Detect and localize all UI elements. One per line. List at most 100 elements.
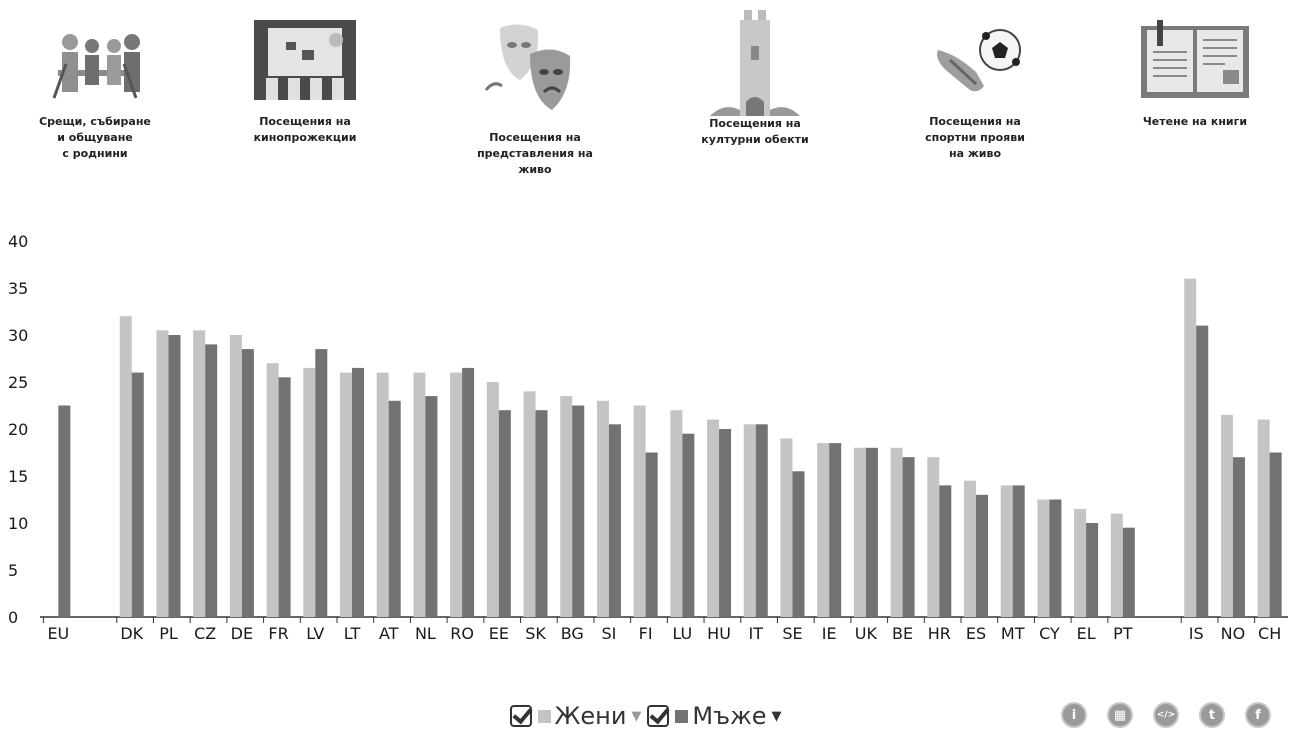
checkbox-women[interactable] [510,705,532,727]
y-tick-label: 5 [8,561,18,580]
y-tick-label: 35 [8,279,28,298]
y-tick-label: 20 [8,420,28,439]
x-tick-label: CZ [194,624,216,643]
bar-women [450,373,462,617]
family-gathering-icon [40,20,150,100]
bar-men [315,349,327,617]
bar-women [854,448,866,617]
bar-women [1037,500,1049,618]
bar-men [866,448,878,617]
bar-women [487,382,499,617]
bar-men [352,368,364,617]
info-icon[interactable]: i [1061,702,1087,728]
bar-women [267,363,279,617]
share-toolbar: i ▦ </> t f [1061,702,1271,728]
y-tick-label: 10 [8,514,28,533]
category-label: Четене на книги [1100,114,1290,130]
women-label: Жени [555,702,627,730]
sort-down-icon[interactable]: ▼ [771,709,781,724]
bar-women [1184,279,1196,617]
category-theatre[interactable]: Посещения на представления на живо [440,20,630,178]
code-icon[interactable]: </> [1153,702,1179,728]
bar-men [499,410,511,617]
bar-men [462,368,474,617]
bar-women [1074,509,1086,617]
bar-women [303,368,315,617]
bar-women [927,457,939,617]
legend-item-men[interactable]: Мъже ▼ [647,702,781,730]
sort-down-icon[interactable]: ▼ [631,709,641,724]
x-tick-label: NO [1221,624,1246,643]
x-tick-label: SK [525,624,546,643]
category-label: Посещения на кинопрожекции [210,114,400,146]
x-tick-label: RO [450,624,474,643]
bar-women [524,391,536,617]
bar-men [609,424,621,617]
bar-women [1258,420,1270,617]
category-family[interactable]: Срещи, събиране и общуване с роднини [0,20,190,162]
bar-men [1013,485,1025,617]
bar-men [1086,523,1098,617]
x-tick-label: ES [966,624,986,643]
x-tick-label: BE [892,624,913,643]
bar-men [1049,500,1061,618]
bar-men [1233,457,1245,617]
category-label: Посещения на представления на живо [440,130,630,178]
twitter-icon[interactable]: t [1199,702,1225,728]
y-tick-label: 25 [8,373,28,392]
women-swatch [538,710,551,723]
x-tick-label: SE [782,624,802,643]
bar-women [120,316,132,617]
x-tick-label: FR [268,624,288,643]
bar-women [670,410,682,617]
bar-men [389,401,401,617]
bar-men [646,453,658,618]
bar-men [168,335,180,617]
bar-men [572,406,584,618]
bar-women [156,330,168,617]
y-tick-label: 30 [8,326,28,345]
bar-women [230,335,242,617]
bar-chart: 0 5 10 15 20 25 30 35 40 EU DK PL CZ DE FR LV LT AT NL RO EE… [0,225,1291,665]
bar-women [634,406,646,618]
category-culture[interactable]: Посещения на културни обекти [660,20,850,148]
x-tick-label: DK [120,624,143,643]
x-tick-label: SI [602,624,617,643]
bar-women [744,424,756,617]
x-tick-label: LT [344,624,361,643]
checkbox-men[interactable] [647,705,669,727]
bar-men [903,457,915,617]
facebook-icon[interactable]: f [1245,702,1271,728]
bar-men [939,485,951,617]
x-tick-label: FI [639,624,653,643]
category-sport[interactable]: Посещения на спортни прояви на живо [880,20,1070,162]
bar-men [1123,528,1135,617]
x-tick-label: HU [707,624,731,643]
category-cinema[interactable]: Посещения на кинопрожекции [210,20,400,146]
bar-women [560,396,572,617]
x-tick-label: IS [1189,624,1204,643]
bar-men [682,434,694,617]
x-tick-label: AT [379,624,399,643]
x-tick-label: EE [489,624,509,643]
y-tick-label: 40 [8,232,28,251]
men-swatch [675,710,688,723]
bar-men [829,443,841,617]
embed-grid-icon[interactable]: ▦ [1107,702,1133,728]
legend-item-women[interactable]: Жени ▼ [510,702,642,730]
category-label: Посещения на културни обекти [660,116,850,148]
castle-tower-icon [700,6,810,116]
men-label: Мъже [692,702,766,730]
x-tick-label: CH [1258,624,1281,643]
x-tick-label: MT [1001,624,1025,643]
x-tick-label: IT [749,624,764,643]
bar-men [242,349,254,617]
x-tick-label: NL [415,624,436,643]
bar-men [58,406,70,618]
bar-men [756,424,768,617]
x-tick-label: BG [561,624,584,643]
y-tick-label: 0 [8,608,18,627]
x-tick-label: PT [1113,624,1133,643]
category-books[interactable]: Четене на книги [1100,20,1290,130]
bar-women [1001,485,1013,617]
